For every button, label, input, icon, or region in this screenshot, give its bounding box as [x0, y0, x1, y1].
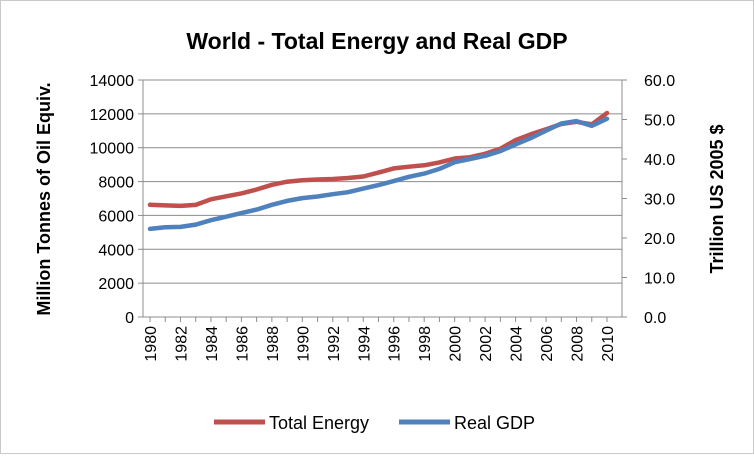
y-left-tick-label: 0	[125, 310, 134, 327]
x-tick-label: 1990	[295, 326, 312, 362]
series-line-real-gdp	[147, 116, 610, 232]
y-right-tick-label: 20.0	[644, 231, 675, 248]
legend-label-real-gdp: Real GDP	[454, 413, 535, 433]
y-left-tick-label: 6000	[98, 208, 134, 225]
axes: 0 2000 4000 6000 8000 10000 12000 14000 0.0 10.0 2…	[90, 73, 676, 362]
chart-title: World - Total Energy and Real GDP	[186, 28, 567, 54]
x-tick-label: 1994	[356, 326, 373, 362]
x-tick-label: 2006	[539, 326, 556, 362]
x-tick-label: 1998	[417, 326, 434, 362]
x-tick-label: 2004	[509, 326, 526, 362]
x-tick-label: 1980	[143, 326, 160, 362]
y-left-tick-label: 14000	[90, 73, 135, 90]
y-left-tick-label: 12000	[90, 107, 135, 124]
plot-area	[147, 110, 610, 232]
y-left-tick-label: 2000	[98, 276, 134, 293]
x-tick-label: 1982	[173, 326, 190, 362]
gridlines	[143, 79, 622, 284]
y-right-tick-label: 10.0	[644, 271, 675, 288]
x-tick-label: 2000	[448, 326, 465, 362]
y-right-tick-label: 40.0	[644, 152, 675, 169]
y-left-tick-label: 10000	[90, 141, 135, 158]
x-tick-label: 2010	[600, 326, 617, 362]
x-tick-label: 1984	[204, 326, 221, 362]
y-right-tick-label: 0.0	[644, 310, 666, 327]
legend-label-total-energy: Total Energy	[269, 413, 369, 433]
x-tick-label: 1986	[234, 326, 251, 362]
x-tick-label: 2008	[570, 326, 587, 362]
x-tick-label: 2002	[478, 326, 495, 362]
x-tick-label: 1988	[265, 326, 282, 362]
y-left-tick-label: 4000	[98, 242, 134, 259]
x-tick-label: 1992	[326, 326, 343, 362]
y-right-tick-label: 60.0	[644, 73, 675, 90]
y-right-tick-label: 30.0	[644, 192, 675, 209]
x-tick-label: 1996	[387, 326, 404, 362]
y-axis-left-label: Million Tonnes of Oil Equiv.	[34, 82, 54, 315]
y-left-tick-label: 8000	[98, 175, 134, 192]
legend: Total Energy Real GDP	[214, 413, 535, 433]
series-line-total-energy	[147, 110, 610, 209]
y-axis-right-label: Trillion US 2005 $	[707, 124, 727, 273]
y-right-tick-label: 50.0	[644, 113, 675, 130]
